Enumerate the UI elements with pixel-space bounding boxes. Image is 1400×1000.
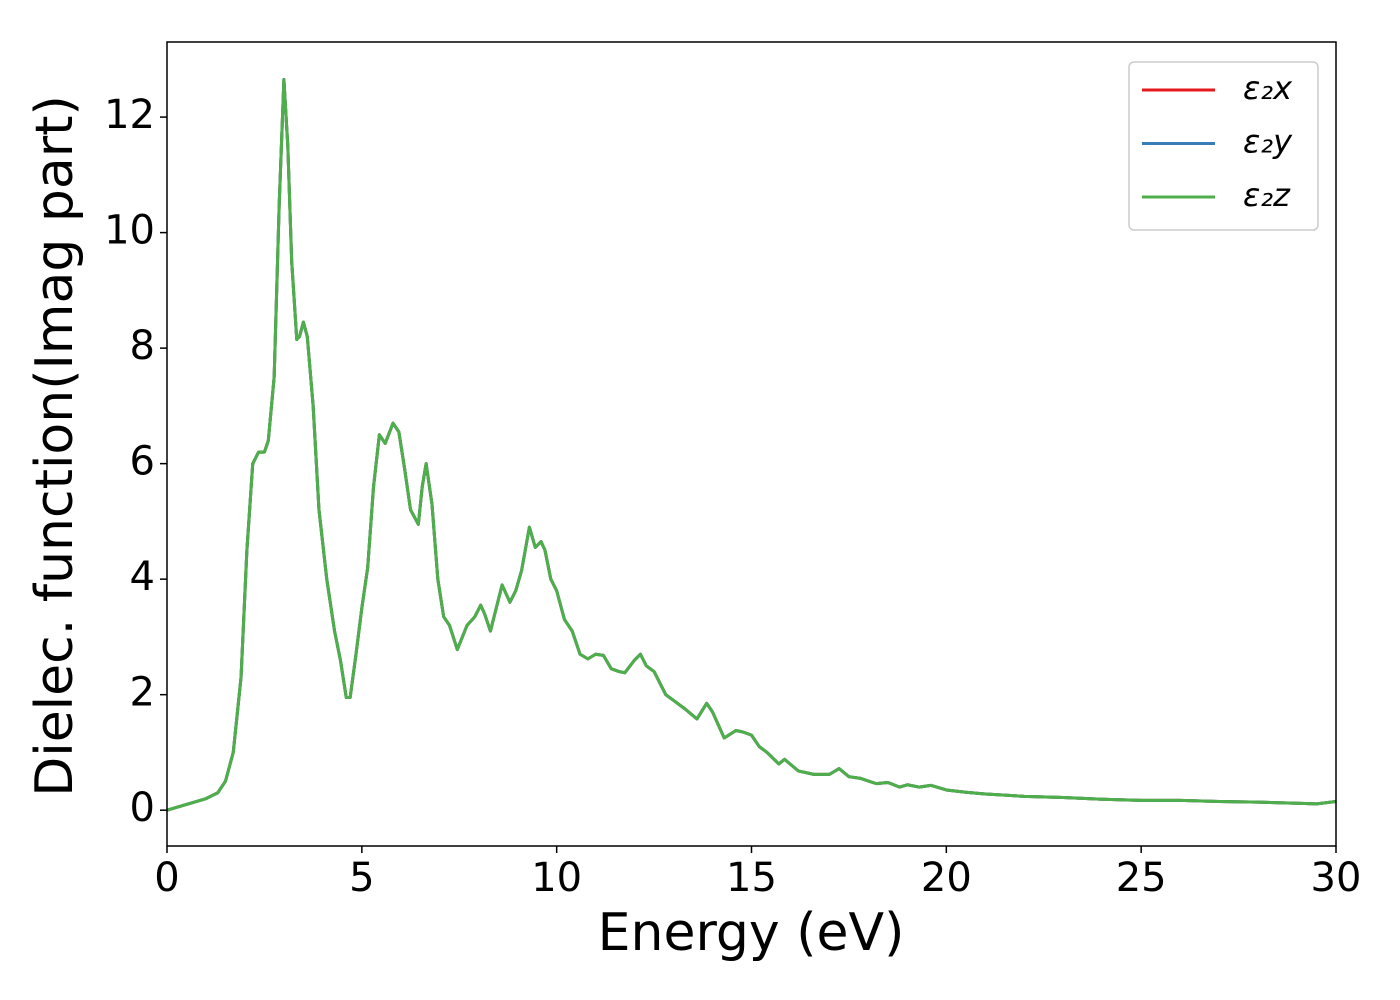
series-line bbox=[167, 78, 1336, 812]
x-axis-label: Energy (eV) bbox=[598, 903, 905, 963]
y-tick-label: 10 bbox=[104, 208, 155, 254]
y-tick-label: 12 bbox=[104, 92, 155, 138]
y-tick-label: 0 bbox=[130, 785, 155, 831]
x-tick-label: 5 bbox=[349, 855, 374, 901]
y-tick-label: 4 bbox=[130, 554, 155, 600]
x-tick-label: 25 bbox=[1116, 855, 1167, 901]
legend-label: ε₂x bbox=[1243, 69, 1293, 107]
legend: ε₂x ε₂y ε₂z bbox=[1128, 61, 1319, 231]
x-tick-label: 30 bbox=[1311, 855, 1362, 901]
plot-frame bbox=[166, 41, 1337, 847]
y-tick-label: 2 bbox=[130, 670, 155, 716]
legend-label: ε₂z bbox=[1243, 176, 1291, 214]
x-tick-label: 0 bbox=[154, 855, 179, 901]
x-tick-label: 20 bbox=[921, 855, 972, 901]
y-tick-label: 8 bbox=[130, 323, 155, 369]
y-tick-label: 6 bbox=[130, 439, 155, 485]
legend-box bbox=[1128, 61, 1319, 231]
y-axis-label: Dielec. function(Imag part) bbox=[25, 95, 85, 797]
x-tick-label: 10 bbox=[531, 855, 582, 901]
x-tick-label: 15 bbox=[726, 855, 777, 901]
legend-label: ε₂y bbox=[1243, 123, 1293, 161]
